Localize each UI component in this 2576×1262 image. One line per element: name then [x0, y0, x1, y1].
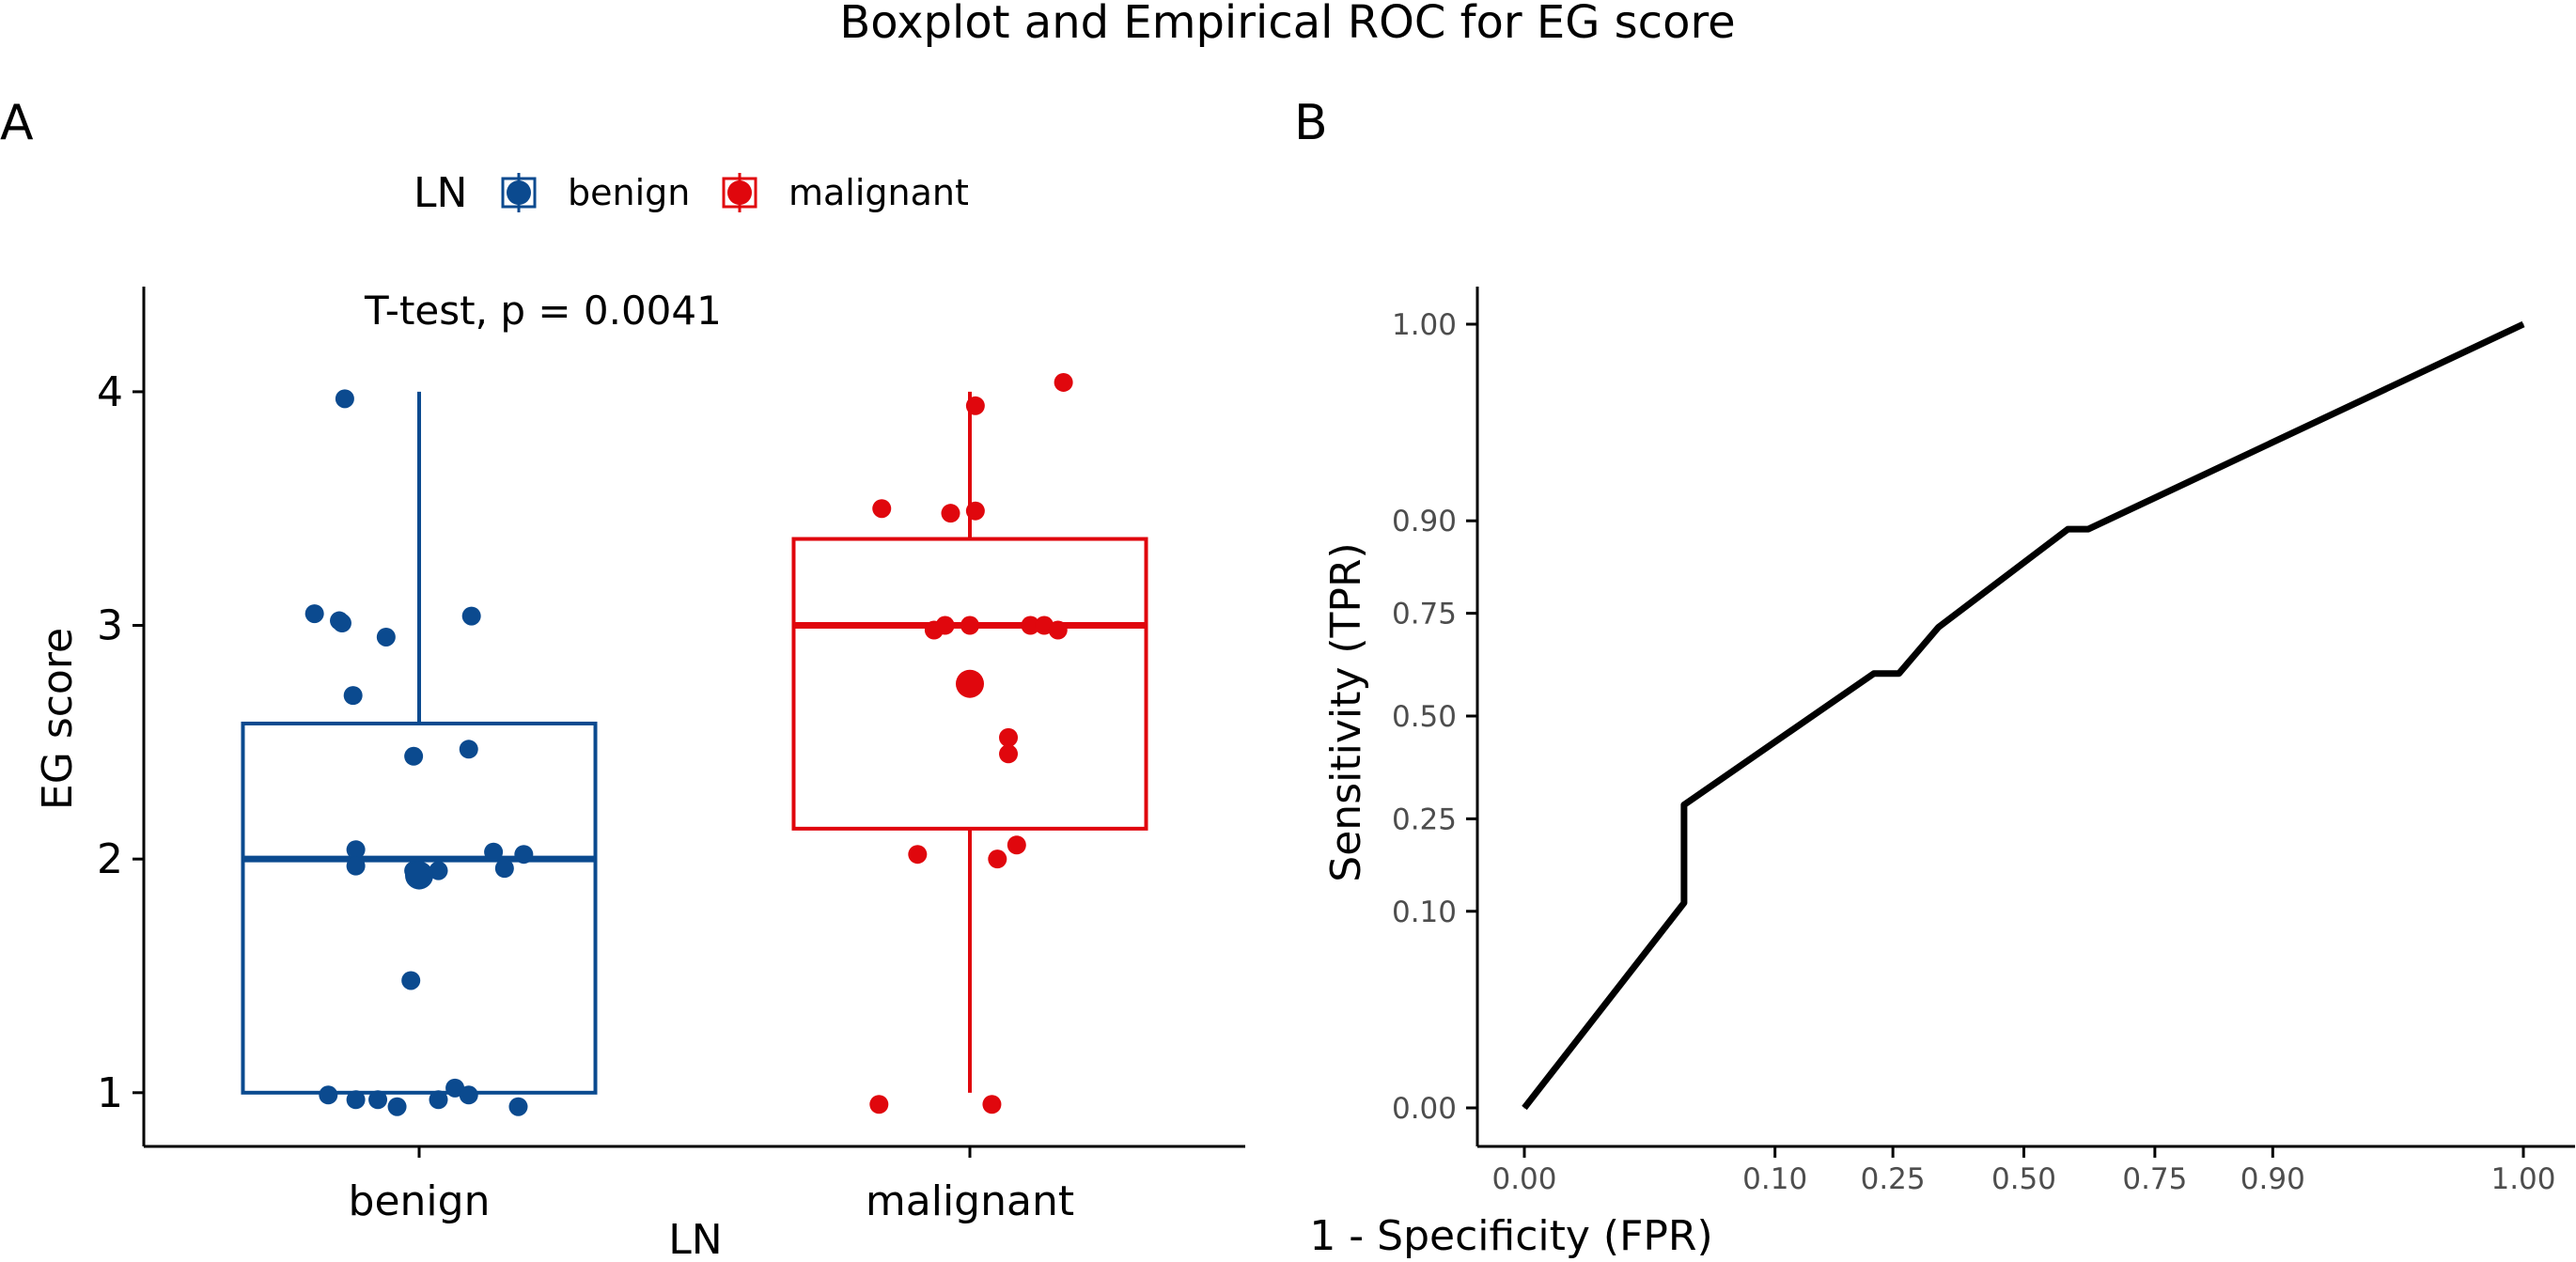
- x-tick-label-b: 0.75: [2122, 1162, 2187, 1196]
- data-point-malignant: [960, 615, 979, 635]
- roc-point: [1873, 673, 1875, 675]
- y-tick-label-b: 0.90: [1392, 505, 1457, 538]
- y-tick-label-a: 3: [97, 602, 123, 650]
- data-point-benign: [346, 1090, 366, 1110]
- data-point-malignant: [941, 504, 960, 523]
- legend-title: LN: [414, 169, 467, 217]
- y-tick-label-b: 0.00: [1392, 1092, 1457, 1126]
- x-tick-label-b: 0.10: [1742, 1162, 1807, 1196]
- panel-a-boxplot: LN benign malignant 1 2 3 4 benign malignant T…: [34, 169, 1245, 1262]
- data-point-malignant: [982, 1095, 1002, 1114]
- y-axis-title-b: Sensitivity (TPR): [1322, 542, 1370, 881]
- roc-point: [1938, 627, 1940, 629]
- data-point-benign: [404, 746, 424, 766]
- legend: LN benign malignant: [414, 169, 969, 217]
- roc-curve: [1522, 320, 2525, 1111]
- data-point-benign: [346, 856, 366, 876]
- y-tick-label-a: 1: [97, 1069, 123, 1117]
- x-axis-title-a: LN: [668, 1216, 722, 1262]
- box-benign: [241, 721, 598, 1095]
- data-point-malignant: [908, 845, 928, 865]
- y-tick-label-b: 0.50: [1392, 700, 1457, 734]
- data-point-benign: [368, 1090, 388, 1110]
- data-point-benign: [459, 1085, 478, 1105]
- roc-point: [1683, 803, 1685, 805]
- panel-label-b: B: [1294, 95, 1328, 151]
- data-point-malignant: [1048, 620, 1068, 640]
- data-point-malignant: [1021, 615, 1040, 635]
- x-tick-label-b: 0.00: [1491, 1162, 1556, 1196]
- data-point-malignant: [1054, 372, 1073, 392]
- data-point-benign: [508, 1097, 528, 1116]
- y-tick-label-b: 0.75: [1392, 598, 1457, 631]
- x-tick-label-b: 0.25: [1861, 1162, 1926, 1196]
- data-point-benign: [514, 845, 534, 865]
- roc-point: [1898, 673, 1900, 675]
- y-axis-title-a: EG score: [34, 628, 82, 810]
- data-point-malignant: [1007, 835, 1026, 855]
- data-point-benign: [387, 1097, 407, 1116]
- x-tick-label-a: benign: [349, 1177, 491, 1225]
- data-point-malignant: [999, 727, 1019, 747]
- legend-item-malignant: malignant: [722, 172, 969, 213]
- roc-point: [2522, 323, 2524, 325]
- figure-title: Boxplot and Empirical ROC for EG score: [839, 0, 1735, 49]
- data-point-malignant: [965, 396, 985, 415]
- y-tick-label-b: 0.10: [1392, 896, 1457, 929]
- x-axis-title-b: 1 - Specificity (FPR): [1309, 1212, 1712, 1260]
- data-point-benign: [459, 740, 478, 759]
- legend-key-dot: [507, 180, 531, 205]
- data-point-benign: [429, 1090, 448, 1110]
- mean-point-malignant: [956, 669, 984, 698]
- data-point-malignant: [935, 615, 955, 635]
- roc-point: [1523, 1107, 1525, 1109]
- x-tick-label-a: malignant: [866, 1177, 1074, 1225]
- data-point-benign: [429, 861, 448, 880]
- data-point-benign: [319, 1085, 338, 1105]
- data-point-benign: [332, 614, 351, 633]
- legend-label: malignant: [788, 172, 969, 213]
- data-point-malignant: [999, 744, 1019, 764]
- ttest-annotation: T-test, p = 0.0041: [364, 288, 722, 334]
- y-tick-label-a: 2: [97, 835, 123, 883]
- roc-point: [2068, 528, 2069, 530]
- data-point-benign: [494, 859, 514, 879]
- legend-label: benign: [568, 172, 690, 213]
- x-tick-label-b: 1.00: [2490, 1162, 2555, 1196]
- roc-point: [2087, 528, 2089, 530]
- y-tick-label-b: 1.00: [1392, 308, 1457, 342]
- data-point-benign: [461, 606, 481, 626]
- data-point-malignant: [869, 1095, 889, 1114]
- data-point-malignant: [965, 501, 985, 521]
- data-point-malignant: [872, 499, 892, 519]
- legend-key-dot: [727, 180, 752, 205]
- panel-label-a: A: [0, 95, 34, 151]
- data-point-benign: [346, 840, 366, 860]
- mean-point-benign: [405, 861, 433, 890]
- box-malignant: [791, 537, 1148, 831]
- data-point-benign: [401, 971, 421, 990]
- x-tick-label-b: 0.90: [2240, 1162, 2305, 1196]
- data-point-malignant: [988, 849, 1007, 869]
- data-point-benign: [335, 389, 354, 409]
- y-tick-label-b: 0.25: [1392, 802, 1457, 836]
- legend-item-benign: benign: [501, 172, 690, 213]
- x-tick-label-b: 0.50: [1991, 1162, 2056, 1196]
- y-tick-label-a: 4: [97, 368, 123, 416]
- data-point-benign: [343, 686, 363, 706]
- panel-b-roc: 0.00 0.10 0.25 0.50 0.75 0.90 1.00 0.00 0.10 0.25…: [1309, 287, 2575, 1260]
- roc-point: [1683, 902, 1685, 904]
- data-point-benign: [484, 842, 504, 862]
- data-point-benign: [304, 604, 324, 624]
- data-point-benign: [376, 627, 396, 647]
